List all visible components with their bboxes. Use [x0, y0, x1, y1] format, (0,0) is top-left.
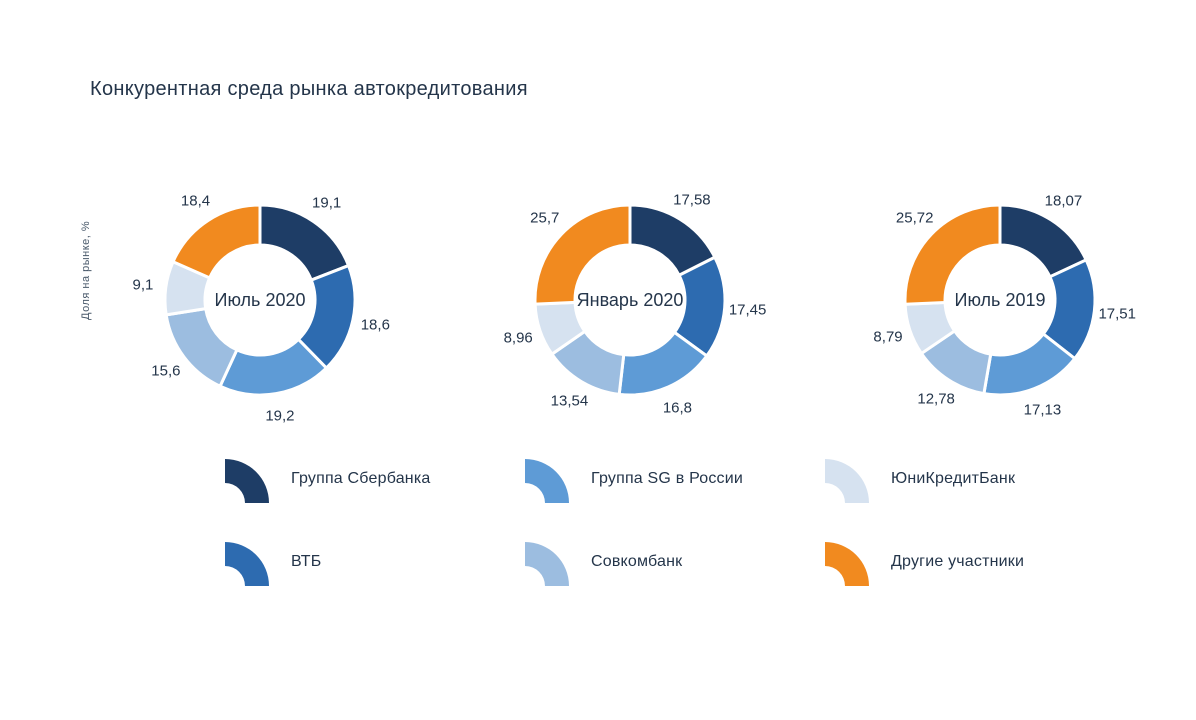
- legend-row: ВТБ Совкомбанк Другие участники: [225, 538, 1045, 586]
- donut-svg: [110, 160, 410, 440]
- slice-label: 17,13: [1024, 402, 1062, 419]
- legend-item: Группа Сбербанка: [225, 455, 445, 503]
- slice-label: 15,6: [151, 363, 180, 380]
- page-root: Конкурентная среда рынка автокредитовани…: [0, 0, 1196, 720]
- y-axis-label: Доля на рынке, %: [80, 221, 92, 320]
- legend-swatch-icon: [225, 538, 273, 586]
- slice-label: 13,54: [551, 393, 589, 410]
- legend-swatch: [225, 455, 273, 503]
- legend-swatch: [825, 538, 873, 586]
- donut-svg: [850, 160, 1150, 440]
- charts-row: Июль 202019,118,619,215,69,118,4 Январь …: [110, 160, 1150, 440]
- slice-label: 19,1: [312, 194, 341, 211]
- legend-item: Группа SG в России: [525, 455, 745, 503]
- chart-title: Конкурентная среда рынка автокредитовани…: [90, 78, 528, 101]
- legend-swatch: [825, 455, 873, 503]
- legend-swatch-icon: [525, 538, 573, 586]
- legend-item: Другие участники: [825, 538, 1045, 586]
- slice-label: 17,51: [1098, 305, 1136, 322]
- slice-label: 12,78: [917, 391, 955, 408]
- slice-label: 25,72: [896, 210, 934, 227]
- slice-label: 19,2: [265, 408, 294, 425]
- slice-label: 25,7: [530, 210, 559, 227]
- slice-label: 17,45: [729, 301, 767, 318]
- legend-label: Группа Сбербанка: [291, 470, 430, 488]
- legend-label: ВТБ: [291, 553, 321, 571]
- donut-slice: [173, 205, 260, 278]
- legend-label: Другие участники: [891, 553, 1024, 571]
- legend-swatch-icon: [825, 455, 873, 503]
- slice-label: 17,58: [673, 191, 711, 208]
- legend-item: ЮниКредитБанк: [825, 455, 1045, 503]
- slice-label: 8,96: [504, 329, 533, 346]
- legend-swatch-icon: [225, 455, 273, 503]
- legend-item: ВТБ: [225, 538, 445, 586]
- legend: Группа Сбербанка Группа SG в России ЮниКре…: [225, 455, 1045, 621]
- legend-swatch: [525, 455, 573, 503]
- donut-slice: [260, 205, 349, 280]
- donut-chart-2: Июль 201918,0717,5117,1312,788,7925,72: [850, 160, 1150, 440]
- legend-swatch-icon: [825, 538, 873, 586]
- slice-label: 18,4: [181, 193, 210, 210]
- legend-row: Группа Сбербанка Группа SG в России ЮниКре…: [225, 455, 1045, 503]
- legend-swatch-icon: [525, 455, 573, 503]
- legend-label: ЮниКредитБанк: [891, 470, 1015, 488]
- donut-svg: [480, 160, 780, 440]
- legend-label: Группа SG в России: [591, 470, 743, 488]
- legend-item: Совкомбанк: [525, 538, 745, 586]
- slice-label: 18,6: [361, 317, 390, 334]
- slice-label: 16,8: [663, 400, 692, 417]
- slice-label: 18,07: [1045, 192, 1083, 209]
- legend-swatch: [525, 538, 573, 586]
- donut-chart-1: Январь 202017,5817,4516,813,548,9625,7: [480, 160, 780, 440]
- slice-label: 9,1: [133, 276, 154, 293]
- legend-swatch: [225, 538, 273, 586]
- donut-chart-0: Июль 202019,118,619,215,69,118,4: [110, 160, 410, 440]
- slice-label: 8,79: [873, 329, 902, 346]
- legend-label: Совкомбанк: [591, 553, 682, 571]
